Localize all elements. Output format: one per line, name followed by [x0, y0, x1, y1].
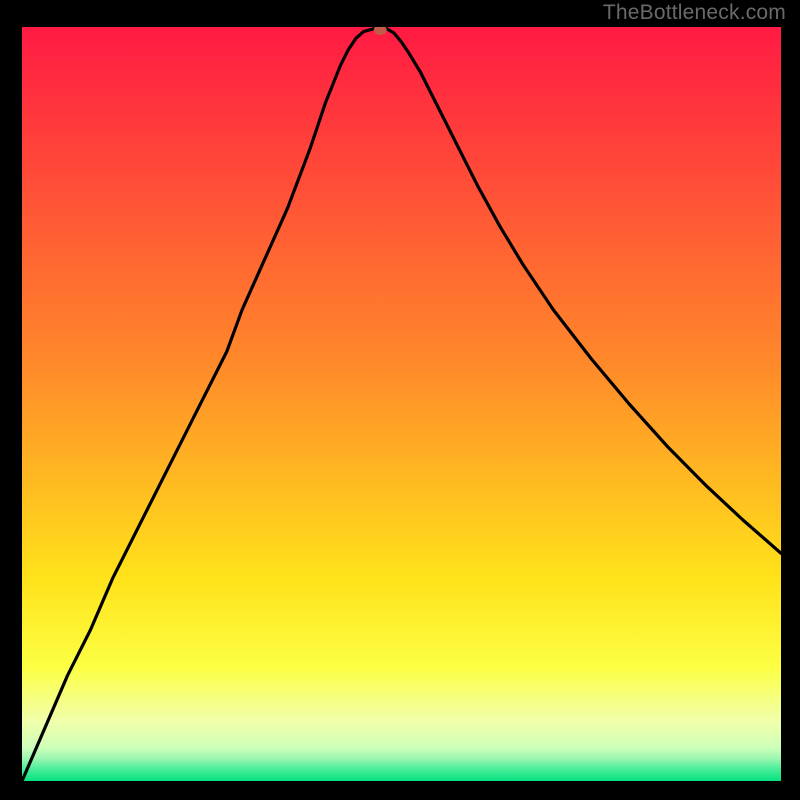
chart-container: TheBottleneck.com	[0, 0, 800, 800]
bottleneck-curve	[22, 29, 781, 781]
watermark-text: TheBottleneck.com	[603, 1, 786, 25]
minimum-marker	[374, 27, 387, 35]
plot-area	[22, 27, 781, 781]
chart-svg	[22, 27, 781, 781]
